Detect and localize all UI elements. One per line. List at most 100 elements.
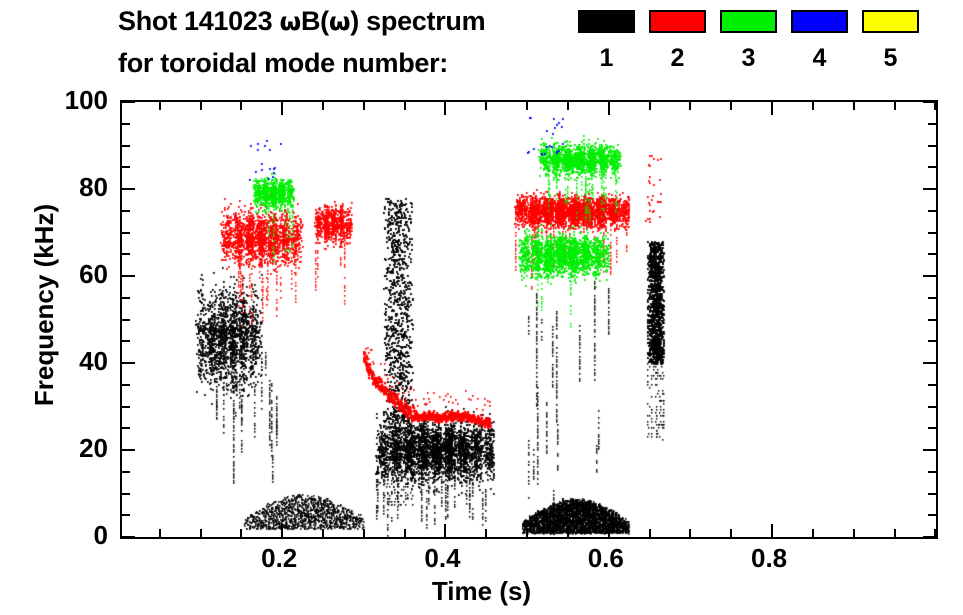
y-tick-right-90 [928, 144, 936, 147]
y-tick-15 [122, 470, 130, 473]
spectrogram-canvas [122, 102, 936, 537]
legend-entry-mode-5: 5 [862, 10, 919, 71]
y-tick-label-100: 100 [64, 85, 108, 115]
x-tick-1 [934, 529, 937, 537]
x-tick-0.75 [730, 529, 733, 537]
x-tick-label-0.6: 0.6 [587, 543, 624, 573]
y-tick-right-10 [928, 492, 936, 495]
title-suffix: ) spectrum [350, 6, 486, 36]
x-tick-top-0.8 [771, 102, 774, 115]
y-axis-tick-labels: 0 20 40 60 80 100 [0, 87, 108, 548]
x-tick-0.35 [403, 529, 406, 537]
legend-swatch-mode-4 [791, 10, 848, 33]
x-tick-top-0.25 [322, 102, 325, 110]
x-tick-label-0.8: 0.8 [750, 543, 788, 573]
y-tick-right-35 [928, 383, 936, 386]
y-tick-20 [122, 449, 135, 451]
x-tick-0.3 [362, 529, 365, 537]
y-tick-right-75 [928, 209, 936, 212]
x-tick-top-0.35 [403, 102, 406, 110]
y-tick-right-15 [928, 470, 936, 473]
x-tick-top-0.6 [607, 102, 610, 115]
x-tick-0.4 [444, 524, 447, 537]
y-tick-90 [122, 144, 130, 147]
y-tick-label-80: 80 [79, 172, 108, 202]
x-tick-0.15 [240, 529, 243, 537]
x-tick-0.65 [648, 529, 651, 537]
x-tick-top-0.9 [852, 102, 855, 110]
y-tick-60 [122, 275, 135, 277]
x-tick-top-0.75 [730, 102, 733, 110]
y-tick-right-45 [928, 340, 936, 343]
x-tick-top-0.2 [281, 102, 284, 115]
omega-symbol-2: ω [328, 7, 351, 36]
y-tick-5 [122, 514, 130, 517]
x-tick-0.45 [485, 529, 488, 537]
y-tick-right-20 [923, 449, 936, 451]
y-tick-right-85 [928, 166, 936, 169]
x-tick-top-0.5 [526, 102, 529, 110]
y-tick-10 [122, 492, 130, 495]
x-tick-label-0.2: 0.2 [261, 543, 298, 573]
y-tick-right-60 [923, 275, 936, 277]
legend-label-mode-3: 3 [741, 44, 756, 72]
x-tick-top-0.1 [199, 102, 202, 110]
y-tick-right-30 [928, 405, 936, 408]
x-tick-0.1 [199, 529, 202, 537]
y-tick-label-40: 40 [79, 346, 108, 376]
x-tick-0.55 [566, 529, 569, 537]
x-tick-top-0.15 [240, 102, 243, 110]
y-tick-right-25 [928, 427, 936, 430]
y-tick-25 [122, 427, 130, 430]
y-tick-right-5 [928, 514, 936, 517]
y-tick-65 [122, 253, 130, 256]
x-tick-top-0.85 [811, 102, 814, 110]
legend-label-mode-4: 4 [812, 44, 827, 72]
x-tick-top-0.05 [158, 102, 161, 110]
y-tick-70 [122, 231, 130, 234]
y-axis-title: Frequency (kHz) [29, 203, 59, 407]
legend-entry-mode-3: 3 [720, 10, 777, 71]
x-tick-0.25 [322, 529, 325, 537]
legend-entry-mode-1: 1 [578, 10, 635, 71]
x-tick-top-0.45 [485, 102, 488, 110]
x-tick-label-0.4: 0.4 [424, 543, 461, 573]
x-axis-title: Time (s) [431, 576, 532, 606]
y-tick-40 [122, 362, 135, 364]
y-tick-45 [122, 340, 130, 343]
x-tick-0.6 [607, 524, 610, 537]
x-tick-0.95 [893, 529, 896, 537]
omega-symbol-1: ω [279, 7, 302, 36]
legend-swatch-mode-3 [720, 10, 777, 33]
x-tick-0.2 [281, 524, 284, 537]
legend-swatch-mode-1 [578, 10, 635, 33]
x-tick-top-0.95 [893, 102, 896, 110]
y-tick-30 [122, 405, 130, 408]
y-tick-right-0 [923, 536, 936, 538]
x-tick-top-0.7 [689, 102, 692, 110]
x-tick-top-1 [934, 102, 937, 110]
y-tick-right-40 [923, 362, 936, 364]
legend-label-mode-5: 5 [883, 44, 898, 72]
x-tick-0.05 [158, 529, 161, 537]
page-subtitle: for toroidal mode number: [118, 48, 449, 78]
y-tick-50 [122, 318, 130, 321]
legend: 1 2 3 4 5 [578, 10, 919, 71]
y-tick-right-95 [928, 122, 936, 125]
y-tick-80 [122, 188, 135, 190]
x-tick-top-0.3 [362, 102, 365, 110]
legend-entry-mode-2: 2 [649, 10, 706, 71]
legend-label-mode-2: 2 [670, 44, 685, 72]
y-tick-right-80 [923, 188, 936, 190]
y-tick-right-65 [928, 253, 936, 256]
legend-entry-mode-4: 4 [791, 10, 848, 71]
x-tick-top-0.55 [566, 102, 569, 110]
x-axis-tick-labels: 0.2 0.4 0.6 0.8 [0, 545, 963, 577]
legend-label-mode-1: 1 [599, 44, 614, 72]
y-tick-35 [122, 383, 130, 386]
y-tick-right-70 [928, 231, 936, 234]
title-mid: B( [300, 6, 329, 36]
title-prefix: Shot 141023 [118, 6, 280, 36]
y-tick-0 [122, 536, 135, 538]
